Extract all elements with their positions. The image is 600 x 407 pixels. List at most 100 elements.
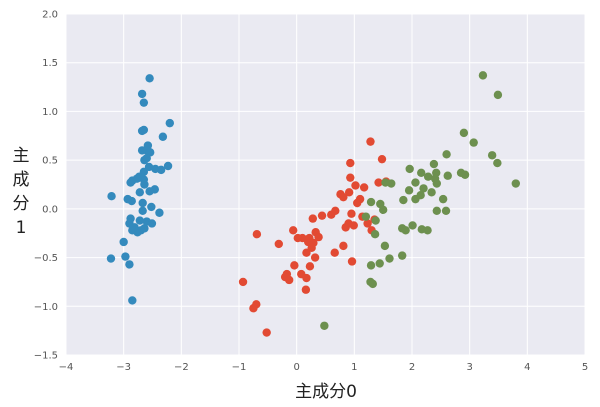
y-tick-label: −1.0 xyxy=(34,302,58,313)
data-point-cluster-2 xyxy=(441,206,451,216)
y-tick-label: 2.0 xyxy=(42,10,58,21)
data-points xyxy=(106,71,520,337)
y-axis-label-char: 分 xyxy=(13,194,30,214)
data-point-cluster-2 xyxy=(381,178,390,187)
data-point-cluster-2 xyxy=(378,205,388,215)
y-tick-label: 1.5 xyxy=(42,58,58,69)
y-axis-label-char: 1 xyxy=(16,218,27,238)
data-point-cluster-1 xyxy=(341,223,350,232)
data-point-cluster-0 xyxy=(145,74,154,83)
data-point-cluster-2 xyxy=(423,226,432,235)
data-point-cluster-0 xyxy=(126,178,135,187)
x-axis-label: 主成分0 xyxy=(295,382,357,402)
data-point-cluster-1 xyxy=(359,183,369,192)
data-point-cluster-0 xyxy=(125,260,134,269)
data-point-cluster-2 xyxy=(443,171,452,180)
data-point-cluster-1 xyxy=(353,198,362,208)
data-point-cluster-0 xyxy=(119,237,128,247)
data-point-cluster-2 xyxy=(385,254,394,263)
data-point-cluster-0 xyxy=(140,180,149,189)
data-point-cluster-2 xyxy=(366,197,376,207)
data-point-cluster-1 xyxy=(346,158,355,168)
data-point-cluster-1 xyxy=(363,219,372,228)
x-tick-label: 4 xyxy=(524,362,530,373)
data-point-cluster-0 xyxy=(106,254,116,263)
data-point-cluster-1 xyxy=(301,285,311,294)
data-point-cluster-0 xyxy=(147,202,156,212)
data-point-cluster-1 xyxy=(262,328,271,337)
data-point-cluster-1 xyxy=(302,248,311,257)
plot-area xyxy=(66,14,585,355)
data-point-cluster-0 xyxy=(165,118,174,128)
y-tick-label: 1.0 xyxy=(42,107,58,118)
data-point-cluster-0 xyxy=(137,89,147,99)
x-tick-label: −3 xyxy=(116,362,131,373)
data-point-cluster-2 xyxy=(366,261,376,270)
x-tick-label: −2 xyxy=(174,362,189,373)
data-point-cluster-1 xyxy=(293,233,303,243)
data-point-cluster-0 xyxy=(135,216,145,225)
data-point-cluster-2 xyxy=(493,158,502,168)
data-point-cluster-1 xyxy=(349,221,358,230)
data-point-cluster-0 xyxy=(121,252,130,261)
data-point-cluster-1 xyxy=(339,192,348,202)
x-tick-label: 1 xyxy=(351,362,357,373)
data-point-cluster-2 xyxy=(469,138,478,147)
y-axis-label-char: 主 xyxy=(13,146,30,166)
data-point-cluster-2 xyxy=(408,221,417,230)
data-point-cluster-1 xyxy=(377,154,387,164)
data-point-cluster-1 xyxy=(346,173,355,182)
data-point-cluster-1 xyxy=(308,214,318,223)
data-point-cluster-0 xyxy=(145,187,154,196)
data-point-cluster-2 xyxy=(432,206,441,216)
data-point-cluster-2 xyxy=(419,184,428,193)
data-point-cluster-0 xyxy=(147,219,157,228)
data-point-cluster-2 xyxy=(438,194,448,204)
data-point-cluster-0 xyxy=(158,132,168,141)
data-point-cluster-1 xyxy=(289,226,298,235)
data-point-cluster-2 xyxy=(370,229,380,239)
data-point-cluster-1 xyxy=(249,304,258,313)
data-point-cluster-0 xyxy=(133,228,142,237)
data-point-cluster-2 xyxy=(429,159,439,169)
y-tick-label: −0.5 xyxy=(34,253,58,264)
y-tick-label: 0.0 xyxy=(42,204,58,215)
y-axis-label-char: 成 xyxy=(13,170,30,190)
data-point-cluster-2 xyxy=(399,195,408,205)
data-point-cluster-0 xyxy=(137,126,147,136)
y-tick-labels: −1.5 −1.0 −0.5 0.0 0.5 1.0 1.5 2.0 xyxy=(34,10,58,362)
data-point-cluster-1 xyxy=(317,211,327,220)
data-point-cluster-2 xyxy=(411,194,420,204)
data-point-cluster-2 xyxy=(401,226,410,235)
data-point-cluster-1 xyxy=(339,241,348,251)
data-point-cluster-2 xyxy=(405,164,414,174)
data-point-cluster-1 xyxy=(314,232,323,242)
data-point-cluster-1 xyxy=(344,188,354,197)
data-point-cluster-2 xyxy=(320,321,329,330)
data-point-cluster-0 xyxy=(128,296,137,305)
data-point-cluster-1 xyxy=(374,178,383,187)
data-point-cluster-2 xyxy=(487,151,497,160)
data-point-cluster-0 xyxy=(127,196,136,206)
data-point-cluster-2 xyxy=(427,188,436,197)
data-point-cluster-1 xyxy=(302,273,311,283)
data-point-cluster-1 xyxy=(327,210,336,219)
data-point-cluster-1 xyxy=(351,181,360,190)
x-tick-label: 3 xyxy=(466,362,472,373)
x-tick-label: 2 xyxy=(409,362,415,373)
data-point-cluster-2 xyxy=(493,90,503,100)
x-tick-label: 5 xyxy=(582,362,588,373)
y-axis-label: 主成分 1 xyxy=(13,146,30,238)
data-point-cluster-0 xyxy=(155,208,164,217)
data-point-cluster-1 xyxy=(310,253,320,262)
data-point-cluster-2 xyxy=(411,178,420,187)
x-tick-label: 0 xyxy=(293,362,299,373)
data-point-cluster-2 xyxy=(432,179,441,188)
data-point-cluster-1 xyxy=(274,239,283,249)
data-point-cluster-0 xyxy=(139,98,149,107)
data-point-cluster-2 xyxy=(417,168,426,178)
y-tick-label: 0.5 xyxy=(42,156,58,167)
data-point-cluster-1 xyxy=(284,275,294,285)
data-point-cluster-0 xyxy=(163,161,173,171)
x-tick-labels: −4 −3 −2 −1 0 1 2 3 4 5 xyxy=(59,362,589,373)
